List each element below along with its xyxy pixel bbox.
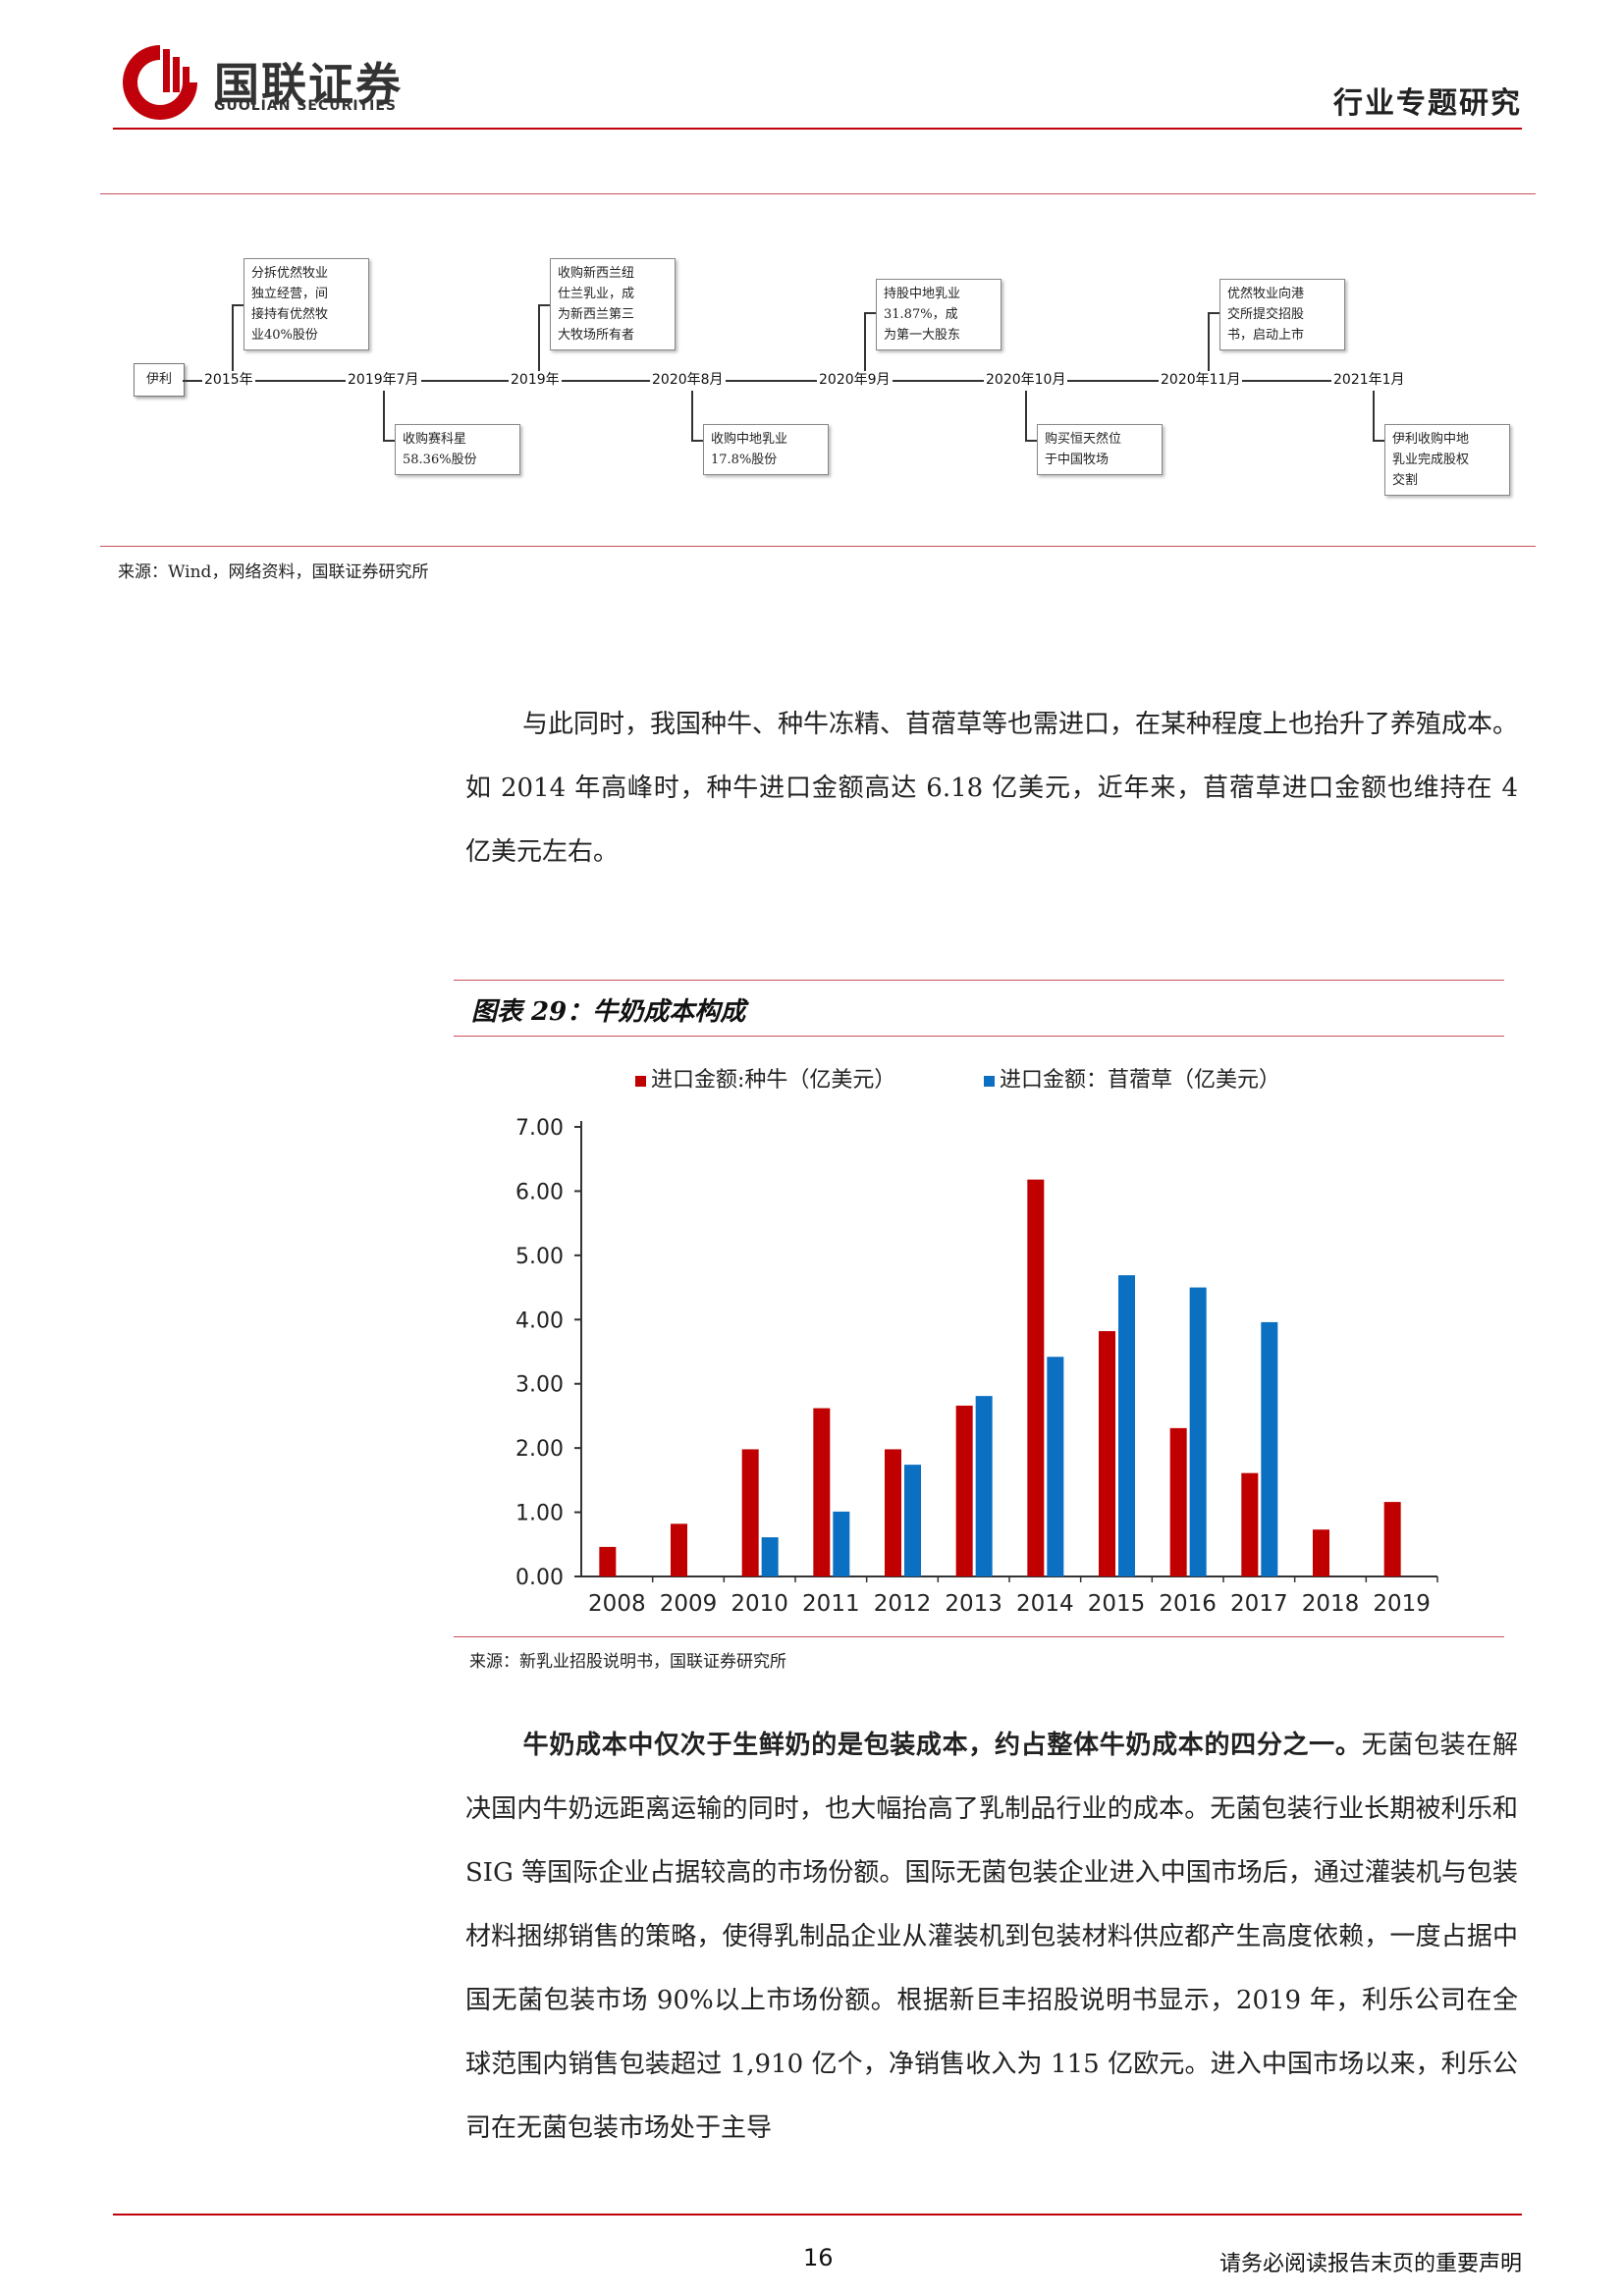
chart-bottom-rule: [454, 1636, 1504, 1637]
bar-chart: 0.00 1.00 2.00 3.00 4.00 5.00 6.00 7.00 2008 2009…: [515, 1068, 1438, 1617]
figure-top-rule: [100, 193, 1536, 194]
figure-bottom-rule: [100, 546, 1536, 547]
bar-2016-series-1: [1169, 1427, 1187, 1576]
bar-2010-series-1: [741, 1449, 759, 1576]
body-paragraph: 与此同时，我国种牛、种牛冻精、苜蓿草等也需进口，在某种程度上也抬升了养殖成本。如…: [465, 710, 1519, 867]
x-tick-label: 2015: [1088, 1591, 1146, 1617]
x-tick-label: 2011: [802, 1591, 860, 1617]
timeline-event-below: 收购中地乳业 17.8%股份: [703, 424, 829, 475]
y-tick-label: 0.00: [515, 1566, 564, 1590]
timeline-date: 2020年11月: [1159, 369, 1243, 389]
x-tick-label: 2012: [874, 1591, 932, 1617]
bar-2015-series-1: [1099, 1331, 1115, 1576]
timeline-date: 2019年7月: [346, 369, 421, 389]
paragraph-lead: 牛奶成本中仅次于生鲜奶的是包装成本，约占整体牛奶成本的四分之一。: [522, 1731, 1362, 1760]
body-paragraph: 牛奶成本中仅次于生鲜奶的是包装成本，约占整体牛奶成本的四分之一。无菌包装在解决国…: [465, 1731, 1518, 2143]
bar-2017-series-1: [1241, 1472, 1259, 1576]
bar-2016-series-2: [1189, 1287, 1207, 1576]
bar-2008-series-1: [599, 1546, 617, 1576]
timeline-date: 2021年1月: [1331, 369, 1407, 389]
bar-2019-series-1: [1383, 1502, 1401, 1576]
logo-english: GUOLIAN SECURITIES: [214, 98, 397, 114]
bar-2012-series-1: [885, 1449, 901, 1576]
footer-divider: [113, 2214, 1522, 2216]
bar-2017-series-2: [1261, 1321, 1278, 1576]
legend-swatch: [635, 1076, 646, 1087]
section-title: 行业专题研究: [1333, 86, 1522, 121]
chart-title: 图表 29：牛奶成本构成: [471, 997, 746, 1027]
bar-2010-series-2: [761, 1537, 779, 1576]
timeline-source: 来源：Wind，网络资料，国联证券研究所: [118, 562, 429, 582]
bar-2013-series-1: [955, 1405, 973, 1576]
x-tick-label: 2018: [1302, 1591, 1360, 1617]
timeline-date: 2015年: [202, 369, 255, 389]
timeline-event-above: 持股中地乳业 31.87%，成 为第一大股东: [876, 279, 1001, 350]
y-tick-label: 1.00: [515, 1502, 564, 1526]
y-tick-label: 7.00: [515, 1116, 564, 1141]
timeline-event-above: 分拆优然牧业 独立经营，间 接持有优然牧 业40%股份: [244, 258, 369, 350]
x-tick-label: 2009: [660, 1591, 718, 1617]
header-divider: [113, 128, 1522, 130]
x-tick-label: 2017: [1230, 1591, 1288, 1617]
timeline-date: 2020年8月: [650, 369, 726, 389]
timeline-axis: [216, 380, 1375, 382]
x-tick-label: 2019: [1373, 1591, 1431, 1617]
logo-name: 国联证券: [214, 58, 403, 111]
timeline-event-below: 收购赛科星 58.36%股份: [395, 424, 520, 475]
bar-2012-series-2: [904, 1465, 921, 1576]
y-tick-label: 4.00: [515, 1308, 564, 1333]
timeline-event-above: 收购新西兰纽 仕兰乳业，成 为新西兰第三 大牧场所有者: [550, 258, 676, 350]
timeline-start-box: 伊利: [134, 363, 185, 397]
x-tick-label: 2014: [1016, 1591, 1074, 1617]
bar-2015-series-2: [1118, 1275, 1135, 1576]
y-tick-label: 5.00: [515, 1245, 564, 1269]
timeline-date: 2019年: [509, 369, 562, 389]
chart-title-bar: [454, 980, 1504, 1037]
bar-2011-series-1: [813, 1408, 831, 1576]
bar-2018-series-1: [1313, 1529, 1329, 1576]
bar-2013-series-2: [975, 1396, 993, 1576]
y-tick-label: 2.00: [515, 1437, 564, 1462]
bar-2009-series-1: [671, 1523, 687, 1576]
legend-swatch: [984, 1076, 995, 1087]
footer-disclaimer: 请务必阅读报告末页的重要声明: [1218, 2252, 1522, 2276]
guolian-logo-icon: [123, 45, 197, 120]
y-tick-label: 6.00: [515, 1180, 564, 1204]
timeline-event-below: 伊利收购中地 乳业完成股权 交割: [1384, 424, 1510, 496]
legend-label: 进口金额：苜蓿草（亿美元）: [1000, 1068, 1280, 1093]
timeline-event-below: 购买恒天然位 于中国牧场: [1037, 424, 1163, 475]
timeline-date: 2020年10月: [984, 369, 1068, 389]
x-tick-label: 2016: [1159, 1591, 1217, 1617]
legend-label: 进口金额:种牛（亿美元）: [651, 1068, 895, 1093]
timeline-date: 2020年9月: [817, 369, 893, 389]
bar-2014-series-1: [1027, 1179, 1045, 1576]
page-number: 16: [803, 2244, 834, 2271]
y-tick-label: 3.00: [515, 1373, 564, 1398]
bar-2011-series-2: [833, 1511, 850, 1576]
chart-source: 来源：新乳业招股说明书，国联证券研究所: [469, 1652, 786, 1672]
bar-2014-series-2: [1047, 1357, 1064, 1576]
timeline-event-above: 优然牧业向港 交所提交招股 书，启动上市: [1219, 279, 1345, 350]
x-tick-label: 2008: [588, 1591, 646, 1617]
x-tick-label: 2010: [731, 1591, 788, 1617]
x-tick-label: 2013: [945, 1591, 1002, 1617]
